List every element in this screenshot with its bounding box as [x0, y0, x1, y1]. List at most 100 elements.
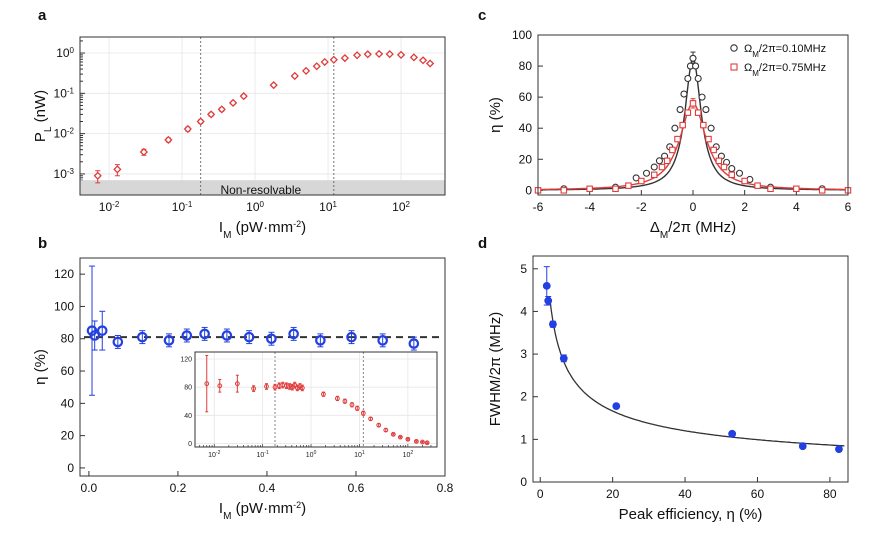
b-inset-point-3: [251, 386, 257, 391]
a-xtick-label-1-exp: -1: [185, 200, 193, 209]
b-xtick-label-4: 0.8: [437, 481, 454, 495]
c-legend-marker-1: [730, 63, 738, 71]
d-xlabel: Peak efficiency, η (%): [619, 506, 763, 523]
a-point-20: [385, 49, 394, 59]
a-point-21: [396, 50, 406, 59]
c-series-1-point-23: [767, 185, 774, 193]
a-point-23: [418, 56, 428, 65]
d-ytick-label-4: 4: [520, 304, 527, 318]
b-inset-point-0: [204, 381, 210, 387]
a-point-24: [425, 59, 435, 68]
d-xtick-label-0: 0: [537, 487, 544, 501]
b-point-13: [346, 331, 357, 343]
d-xtick-label-3: 60: [751, 487, 765, 501]
d-frame: [532, 255, 849, 483]
d-point-6: [798, 442, 807, 451]
d-point-3: [559, 354, 568, 363]
c-legend-marker-0: [730, 44, 738, 52]
c-series-1-point-5: [638, 177, 645, 185]
a-point-6: [206, 110, 216, 119]
c-series-1-point-19: [720, 163, 728, 171]
a-ytick-label-3-exp: 0: [70, 46, 75, 55]
a-xtick-label-4-exp: 2: [406, 200, 411, 209]
c-series-1-point-17: [710, 146, 717, 154]
c-legend-label-1-main: Ω: [744, 62, 752, 74]
c-fit-line-0: [538, 56, 848, 191]
b-point-3: [112, 336, 124, 348]
a-point-13: [312, 62, 321, 71]
c-series-0-point-5: [655, 157, 663, 165]
b-point-5: [163, 335, 175, 346]
c-series-0-point-8: [671, 124, 679, 132]
b-inset-point-9: [287, 384, 292, 389]
b-xlabel-close: ): [301, 500, 306, 517]
a-point-5: [196, 117, 205, 126]
a-xtick-label-1-base: 10: [172, 200, 186, 214]
c-fit-line-1: [538, 102, 848, 191]
d-point-7: [835, 445, 843, 454]
a-nonresolvable-band: [80, 180, 445, 195]
c-xtick-label-6: 6: [845, 200, 852, 214]
b-point-15: [408, 338, 420, 349]
a-point-12: [301, 66, 311, 76]
a-xtick-label-0-exp: -2: [112, 200, 120, 209]
a-xtick-label-3-base: 10: [319, 200, 333, 214]
b-inset-point-26: [405, 436, 411, 442]
c-series-1-point-25: [818, 187, 826, 194]
c-series-1-point-7: [658, 163, 666, 171]
d-xtick-label-2: 40: [678, 487, 692, 501]
c-series-0-point-15: [694, 74, 702, 83]
c-ylabel: η (%): [487, 97, 504, 133]
a-xlabel-close: ): [301, 219, 306, 236]
b-xlabel-main: I: [219, 500, 223, 517]
chart-d: 0 20 40 60 80 0 1 2 3 4 5 Peak efficiency, η (%) FWH…: [487, 255, 849, 523]
c-series-1-point-3: [612, 185, 619, 193]
c-legend-label-1-sub: M: [752, 69, 759, 78]
c-series-1-point-21: [741, 177, 748, 185]
c-series-1-point-15: [700, 121, 707, 129]
a-point-8: [228, 98, 238, 107]
a-xtick-label-0: 10-2: [99, 200, 120, 215]
c-series-0-point-13: [689, 54, 697, 62]
b-inset-point-4: [264, 384, 269, 389]
b-inset-xtick-label-3: 101: [354, 450, 365, 459]
d-ytick-label-5: 5: [520, 262, 527, 276]
b-inset-xtick-label-0: 10-2: [208, 450, 220, 459]
c-legend-label-0-unit: /2π=0.10MHz: [759, 43, 826, 55]
b-ytick-label-5: 100: [54, 299, 74, 313]
b-inset-xtick-label-2-base: 10: [306, 452, 314, 459]
a-xtick-label-3: 101: [319, 200, 337, 215]
a-xlabel-main: I: [219, 219, 223, 236]
a-ylabel-sub: L: [43, 126, 54, 132]
d-ytick-label-0: 0: [520, 475, 527, 489]
a-xtick-label-2: 100: [246, 200, 264, 215]
a-ylabel: PL (nW): [32, 90, 54, 142]
b-inset-point-25: [397, 434, 403, 440]
d-ytick-label-2: 2: [520, 390, 527, 404]
d-ylabel: FWHM/2π (MHz): [487, 312, 504, 427]
c-xlabel: ΔM/2π (MHz): [650, 219, 736, 241]
c-series-0-point-11: [684, 74, 692, 83]
b-point-11: [288, 328, 299, 340]
panel-label-c: c: [478, 7, 486, 24]
b-point-7: [199, 328, 210, 340]
c-series-1-point-16: [705, 135, 712, 143]
b-inset-point-22: [376, 422, 382, 428]
d-point-5: [728, 429, 737, 438]
b-inset-point-1: [217, 383, 223, 389]
d-ytick-label-1: 1: [520, 432, 527, 446]
b-inset-point-27: [413, 438, 419, 444]
a-ytick-label-3: 100: [56, 46, 74, 61]
b-xtick-label-2: 0.4: [259, 481, 276, 495]
b-ytick-label-6: 120: [54, 267, 74, 281]
a-ytick-label-3-base: 10: [56, 46, 70, 60]
a-point-11: [290, 71, 299, 81]
b-inset-point-15: [321, 391, 326, 397]
a-point-18: [363, 50, 372, 59]
b-point-2: [96, 325, 108, 336]
c-xlabel-main: Δ: [650, 219, 660, 236]
a-ytick-label-0: 10-3: [54, 166, 75, 181]
a-point-19: [374, 49, 384, 59]
c-legend-label-0: ΩM/2π=0.10MHz: [744, 43, 826, 59]
